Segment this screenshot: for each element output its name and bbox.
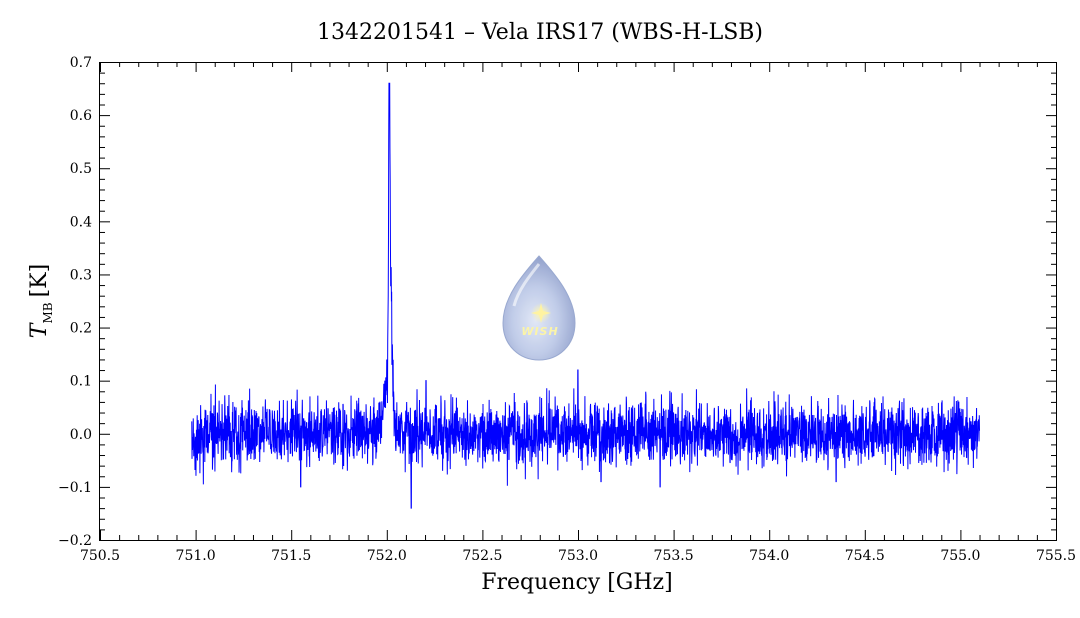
x-tick-label: 755.0 bbox=[940, 548, 980, 564]
y-tick-label: −0.1 bbox=[58, 480, 92, 496]
x-tick-label: 752.5 bbox=[462, 548, 502, 564]
y-tick-label: 0.2 bbox=[70, 321, 92, 337]
logo-text: WISH bbox=[521, 325, 558, 338]
x-tick-label: 752.0 bbox=[367, 548, 407, 564]
wish-drop-logo: WISH bbox=[502, 255, 576, 361]
x-tick-label: 751.0 bbox=[176, 548, 216, 564]
x-tick-label: 750.5 bbox=[80, 548, 120, 564]
x-tick-label: 754.5 bbox=[845, 548, 885, 564]
y-tick-label: 0.3 bbox=[70, 267, 92, 283]
spectrum-series-line bbox=[191, 82, 981, 509]
y-tick-label: 0.6 bbox=[70, 108, 92, 124]
y-axis-label: TMB [K] bbox=[27, 264, 55, 338]
plot-frame bbox=[99, 62, 1057, 541]
y-tick-label: −0.2 bbox=[58, 533, 92, 549]
y-axis-label-sub: MB bbox=[41, 302, 55, 323]
y-tick-label: 0.5 bbox=[70, 161, 92, 177]
x-axis: 750.5 751.0 751.5 752.0 752.5 753.0 753.5 754.0… bbox=[80, 62, 1076, 564]
y-axis-label-main: T bbox=[27, 321, 52, 338]
y-tick-label: 0.1 bbox=[70, 374, 92, 390]
y-tick-label: 0.0 bbox=[70, 427, 92, 443]
x-tick-label: 753.5 bbox=[654, 548, 694, 564]
y-axis-label-unit: [K] bbox=[27, 264, 52, 298]
x-tick-label: 753.0 bbox=[558, 548, 598, 564]
y-axis: −0.2 −0.1 0.0 0.1 0.2 0.3 0.4 0.5 0.6 0.7 bbox=[58, 55, 1056, 549]
chart-title: 1342201541 – Vela IRS17 (WBS-H-LSB) bbox=[317, 20, 763, 45]
y-tick-label: 0.4 bbox=[70, 214, 92, 230]
x-tick-label: 755.5 bbox=[1036, 548, 1076, 564]
star-icon bbox=[531, 303, 551, 323]
x-tick-label: 754.0 bbox=[749, 548, 789, 564]
x-tick-label: 751.5 bbox=[271, 548, 311, 564]
x-axis-label: Frequency [GHz] bbox=[481, 570, 673, 595]
y-tick-label: 0.7 bbox=[70, 55, 92, 71]
